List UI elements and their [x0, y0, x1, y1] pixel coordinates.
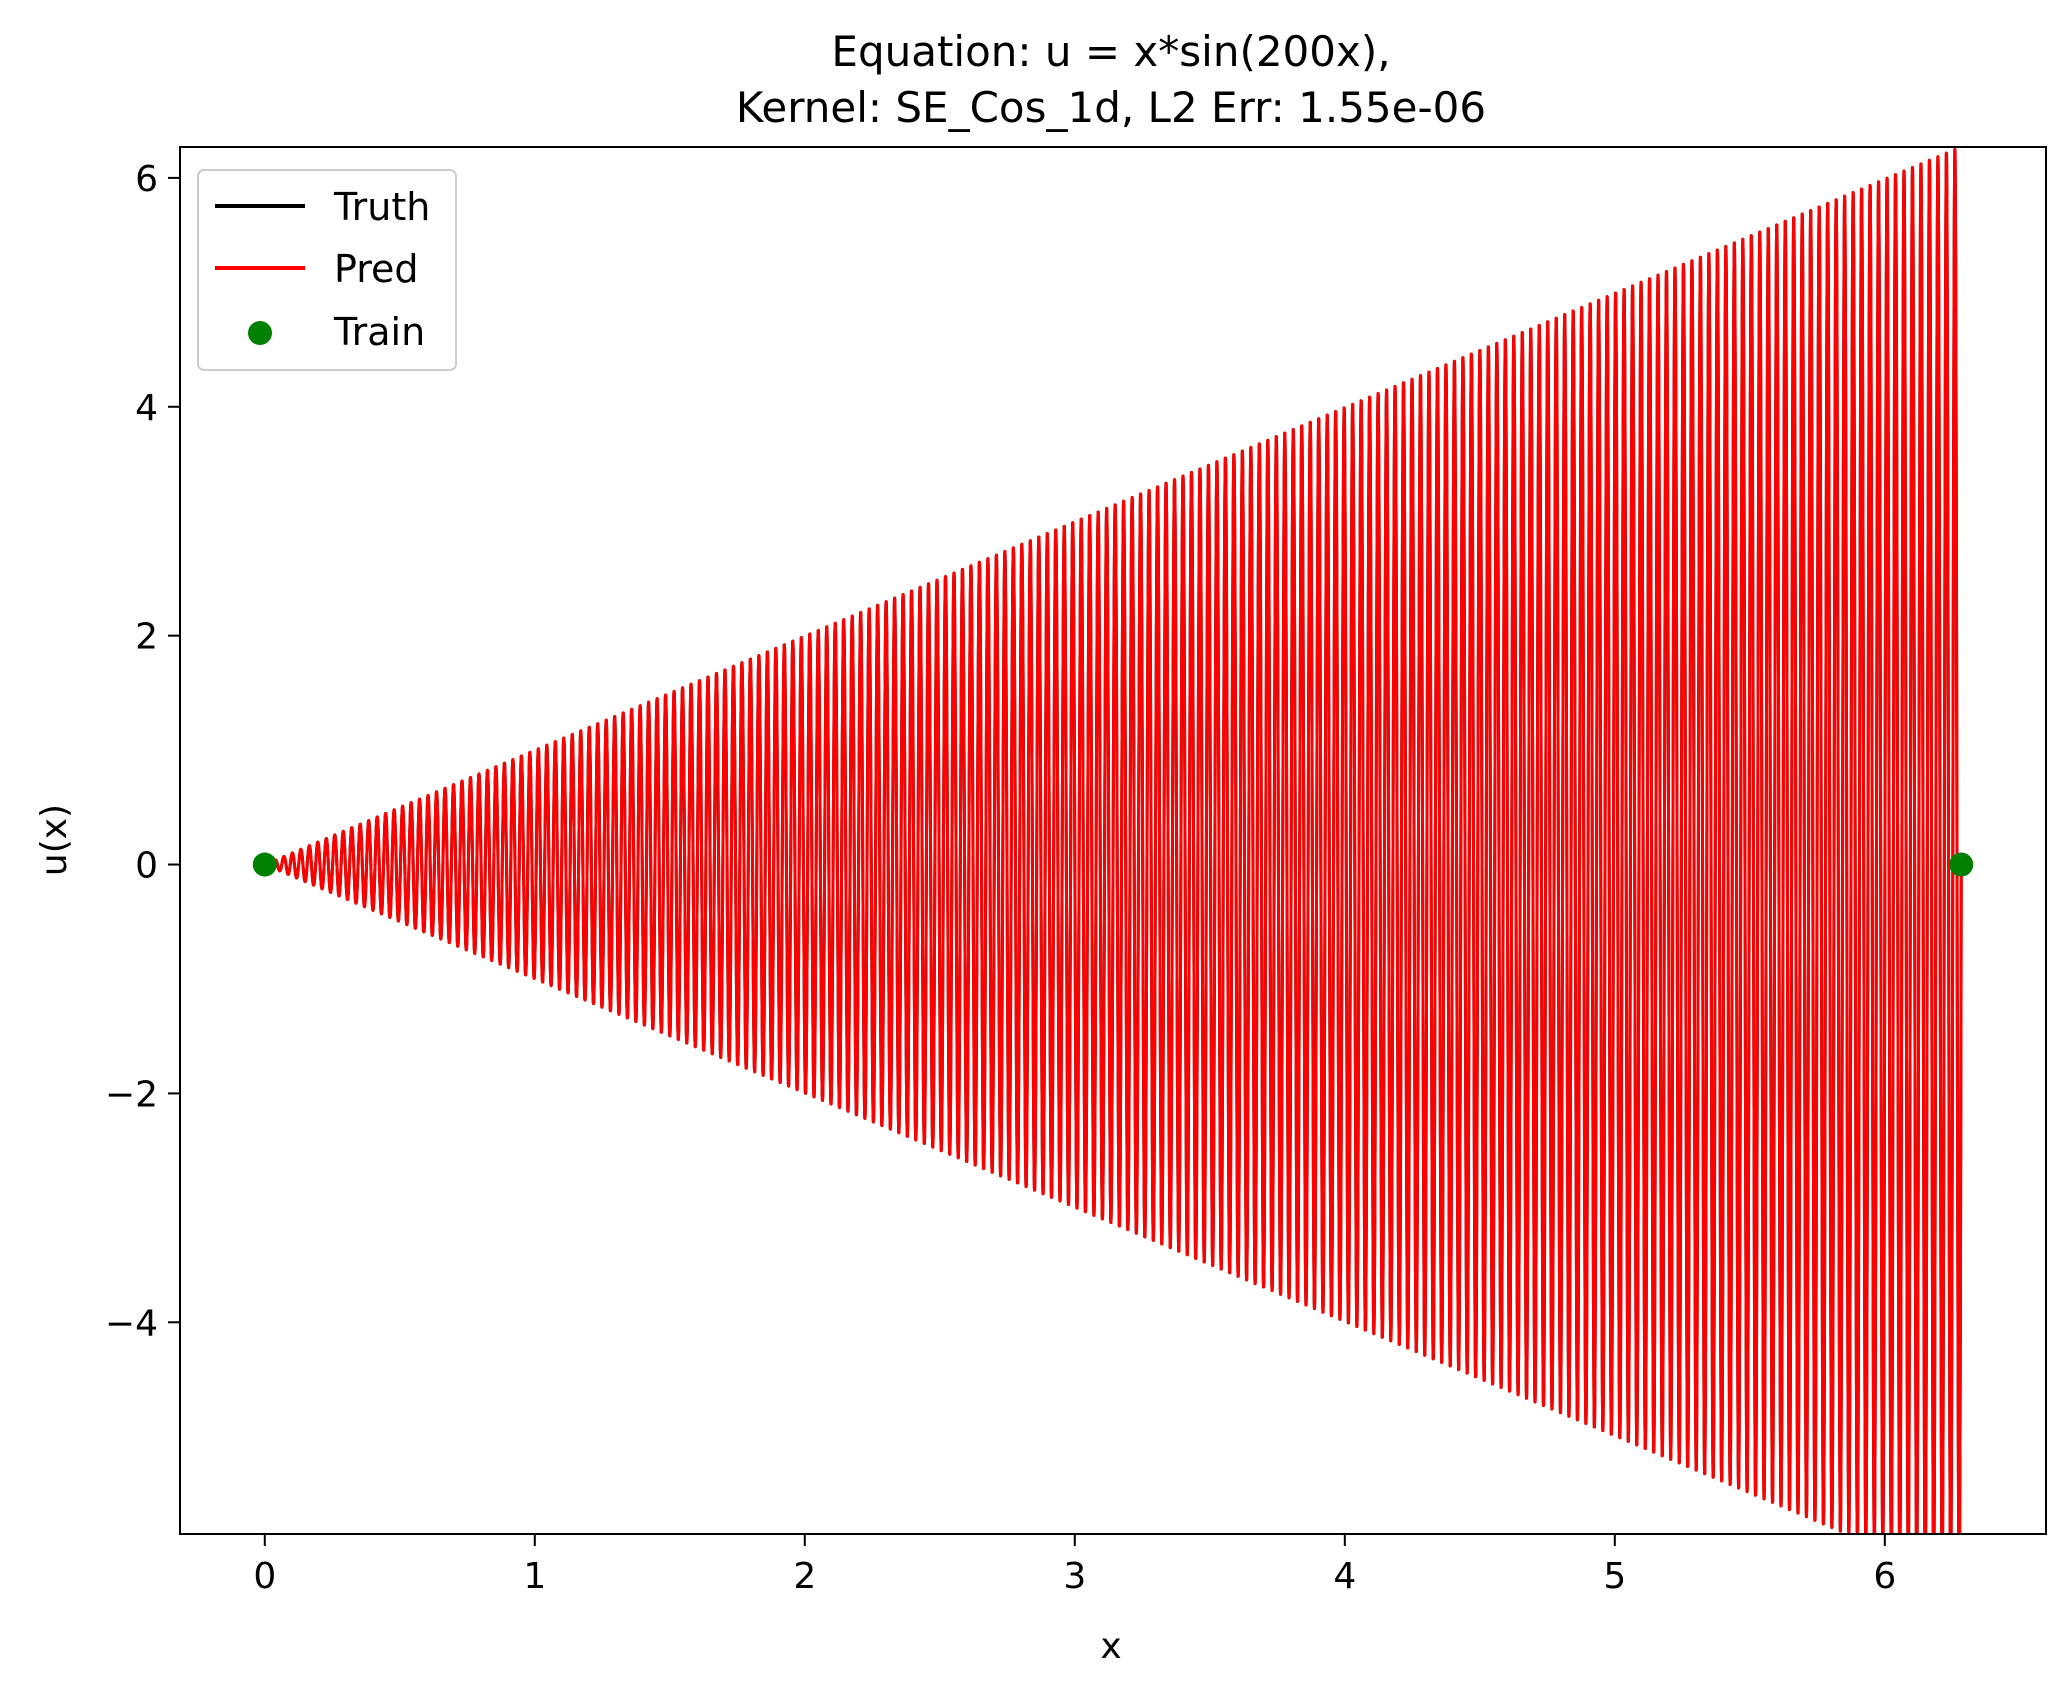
x-tick-label: 3: [1063, 1556, 1086, 1597]
chart-title-line-1: Equation: u = x*sin(200x),: [831, 27, 1390, 76]
x-tick-label: 5: [1603, 1556, 1626, 1597]
y-tick-label: 4: [135, 388, 158, 429]
legend: Truth Pred Train: [197, 169, 457, 371]
y-axis-label: u(x): [34, 804, 75, 876]
legend-pred-label: Pred: [334, 247, 419, 291]
plot-frame: [179, 146, 2047, 1535]
scatter-layer: [252, 852, 1974, 877]
x-axis: 0 1 2 3 4 5 6: [253, 1534, 1896, 1597]
y-axis: −4 −2 0 2 4 6: [105, 159, 180, 1344]
series-line-pred: [263, 148, 1963, 1534]
chart-title-line-2: Kernel: SE_Cos_1d, L2 Err: 1.55e-06: [736, 83, 1486, 132]
train-point-0: [252, 852, 277, 877]
train-point-1: [1949, 852, 1974, 877]
x-axis-label: x: [1100, 1626, 1121, 1667]
legend-train-label: Train: [333, 310, 425, 354]
x-tick-label: 6: [1873, 1556, 1896, 1597]
y-tick-label: −4: [105, 1303, 158, 1344]
x-tick-label: 0: [253, 1556, 276, 1597]
y-tick-label: −2: [105, 1074, 158, 1115]
series-layer: [263, 148, 1963, 1534]
y-tick-label: 2: [135, 617, 158, 658]
x-tick-label: 1: [523, 1556, 546, 1597]
x-tick-label: 2: [793, 1556, 816, 1597]
y-tick-label: 6: [135, 159, 158, 200]
legend-truth-label: Truth: [333, 185, 430, 229]
legend-frame: [197, 169, 457, 371]
x-tick-label: 4: [1333, 1556, 1356, 1597]
legend-train-marker: [248, 321, 272, 345]
y-tick-label: 0: [135, 846, 158, 887]
